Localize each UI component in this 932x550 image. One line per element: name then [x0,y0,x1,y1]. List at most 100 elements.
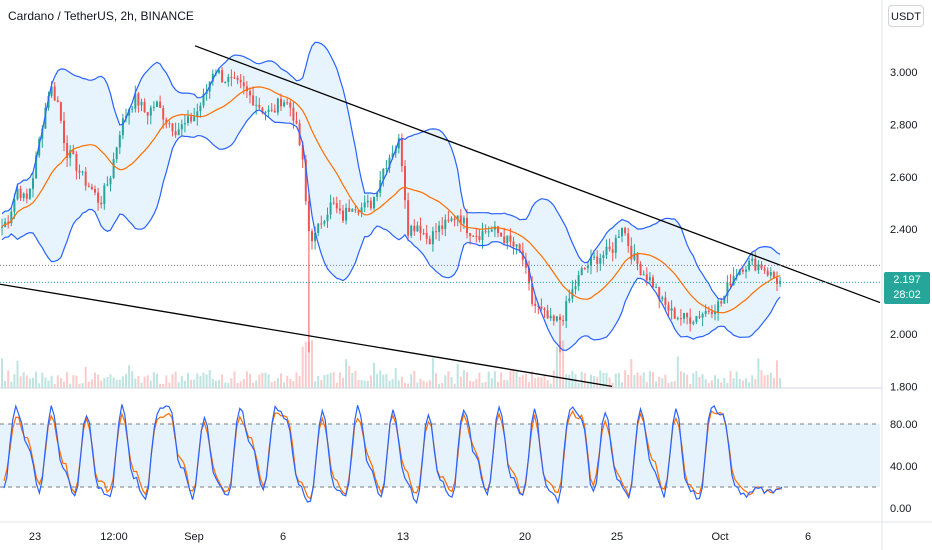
candle-body [320,223,322,224]
volume-bar [134,379,136,388]
candle-body [429,239,431,244]
volume-bar [730,371,732,388]
volume-bar [472,382,474,388]
volume-bar [175,372,177,388]
candle-body [20,189,22,198]
volume-bar [7,370,9,388]
volume-bar [196,373,198,388]
oscillator-axis[interactable]: 80.00 40.00 0.00 [890,419,918,515]
candle-body [274,111,276,113]
volume-bar [482,383,484,388]
volume-bar [38,383,40,388]
candle-body [249,91,251,95]
volume-bar [26,375,28,388]
volume-bar [633,375,635,388]
volume-bar [23,372,25,388]
candle-body [26,194,28,199]
last-price-value: 2.197 [884,273,930,288]
volume-bar [702,374,704,388]
volume-bar [726,383,728,388]
volume-bar [206,374,208,388]
candle-body [271,110,273,111]
volume-bars [1,340,781,388]
candle-body [60,102,62,121]
volume-bar [429,380,431,388]
oscillator-tick-label: 80.00 [890,419,918,431]
volume-bar [190,380,192,388]
candle-body [668,305,670,311]
volume-bar [209,370,211,388]
candle-body [175,131,177,135]
candle-body [485,231,487,232]
candle-body [692,322,694,324]
candle-body [602,255,604,258]
volume-bar [370,375,372,388]
candle-body [503,236,505,243]
volume-bar [764,375,766,388]
volume-bar [516,371,518,388]
candle-body [664,298,666,305]
volume-bar [234,371,236,388]
volume-bar [255,380,257,388]
volume-bar [748,382,750,388]
volume-bar [184,381,186,388]
volume-bar [441,383,443,388]
oscillator-tick-label: 40.00 [890,461,918,473]
volume-bar [438,384,440,388]
volume-bar [63,382,65,388]
volume-bar [252,383,254,388]
candle-body [144,102,146,112]
volume-bar [311,340,313,388]
volume-bar [699,377,701,388]
candle-body [534,304,536,306]
volume-bar [1,358,3,388]
volume-bar [199,376,201,388]
volume-bar [358,380,360,388]
candle-body [234,77,236,78]
candle-body [770,272,772,275]
candle-body [156,102,158,107]
volume-bar [382,375,384,388]
volume-bar [500,373,502,388]
time-axis[interactable]: 23 12:00 Sep 6 13 20 25 Oct 6 [29,531,811,543]
volume-bar [218,380,220,388]
volume-bar [615,374,617,388]
candle-body [661,298,663,300]
volume-bar [652,372,654,388]
price-tick-label: 2.000 [890,329,918,341]
candle-body [441,225,443,229]
volume-bar [351,373,353,388]
candle-body [438,225,440,231]
candle-body [491,230,493,232]
candle-body [110,178,112,184]
candle-body [367,201,369,203]
candle-body [187,116,189,123]
volume-bar [193,380,195,388]
stoch-rsi-pane[interactable] [0,404,880,502]
candle-body [674,308,676,318]
candle-body [162,108,164,120]
volume-bar [144,377,146,388]
volume-bar [637,373,639,388]
candle-body [649,277,651,280]
volume-bar [91,379,93,388]
candle-body [193,117,195,122]
candle-body [141,102,143,106]
currency-button[interactable]: USDT [888,5,924,27]
volume-bar [565,374,567,388]
candle-body [469,233,471,236]
candle-body [711,312,713,314]
candle-body [364,202,366,207]
price-pane[interactable] [0,42,880,388]
volume-bar [268,375,270,388]
volume-bar [10,382,12,388]
volume-bar [683,373,685,388]
candle-body [292,108,294,121]
candle-body [336,203,338,208]
candle-body [516,244,518,246]
volume-bar [624,370,626,388]
candle-body [447,220,449,221]
volume-bar [215,381,217,388]
